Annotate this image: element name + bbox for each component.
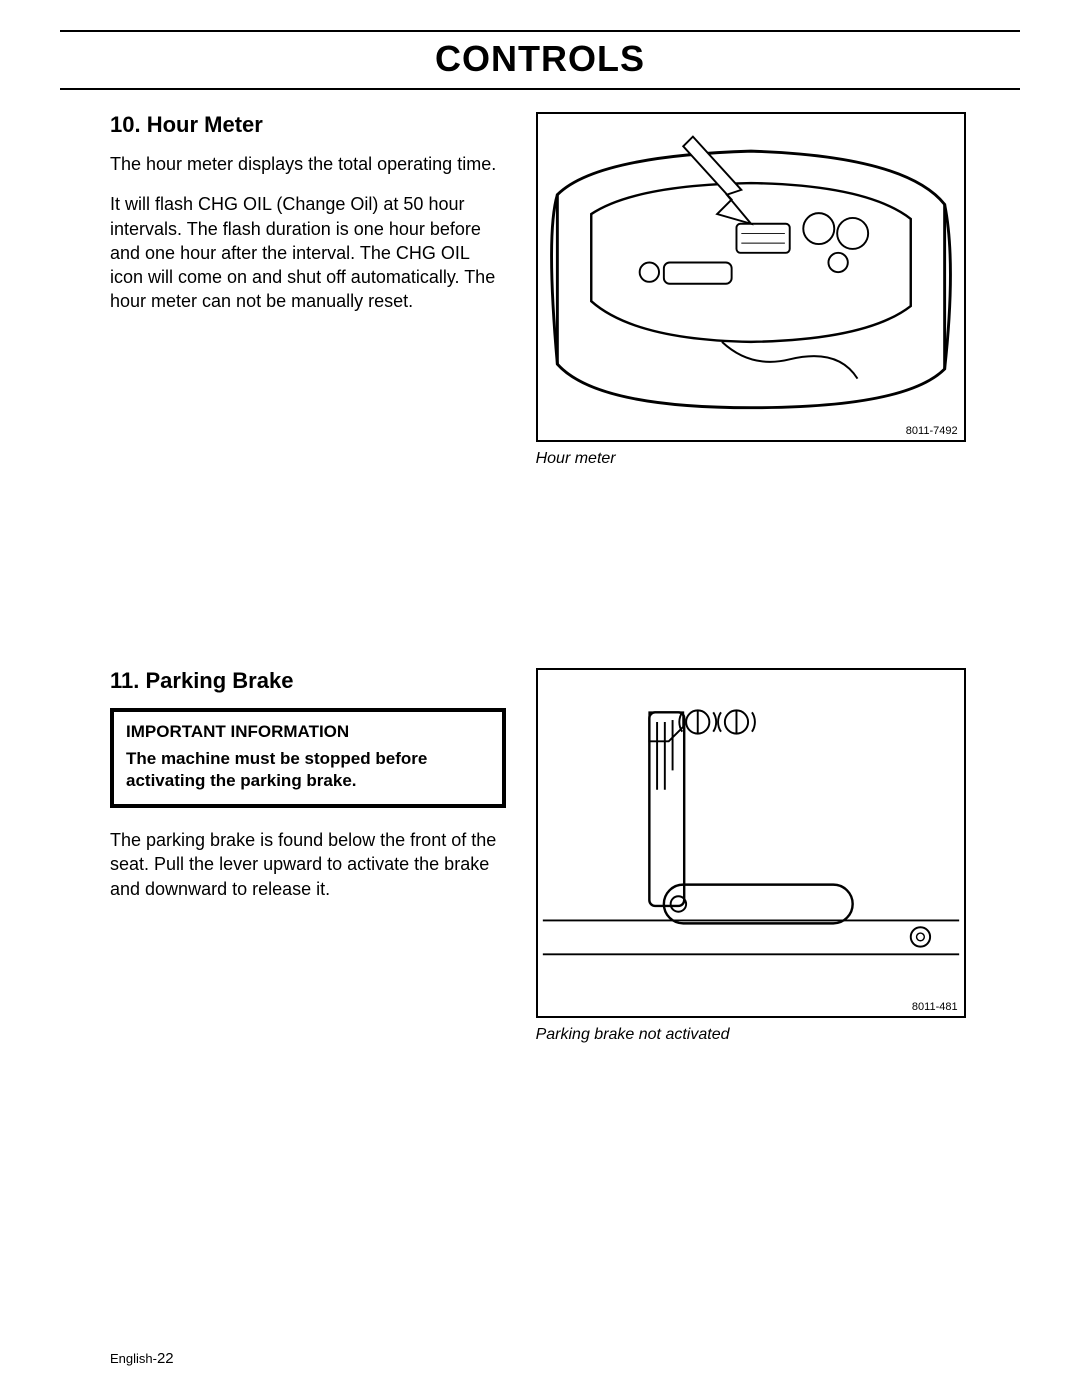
info-box-title: IMPORTANT INFORMATION [126, 722, 490, 742]
info-box-body: The machine must be stopped before activ… [126, 748, 490, 792]
figure-caption: Hour meter [536, 450, 966, 468]
page-title: CONTROLS [60, 38, 1020, 80]
figure-parking-brake: 8011-481 [536, 668, 966, 1018]
page-header: CONTROLS [60, 30, 1020, 90]
figure-ref: 8011-7492 [906, 425, 958, 437]
footer-page-number: 22 [157, 1350, 174, 1367]
body-paragraph: The parking brake is found below the fro… [110, 828, 506, 901]
content-area: 10. Hour Meter The hour meter displays t… [60, 112, 1020, 1044]
section-heading: 11. Parking Brake [110, 668, 506, 694]
important-info-box: IMPORTANT INFORMATION The machine must b… [110, 708, 506, 808]
section-hour-meter: 10. Hour Meter The hour meter displays t… [110, 112, 970, 468]
figure-column: 8011-481 Parking brake not activated [536, 668, 966, 1044]
figure-hour-meter: 8011-7492 [536, 112, 966, 442]
footer-language: English- [110, 1351, 157, 1366]
body-paragraph: The hour meter displays the total operat… [110, 152, 506, 176]
figure-caption: Parking brake not activated [536, 1026, 966, 1044]
text-column: 10. Hour Meter The hour meter displays t… [110, 112, 506, 468]
figure-column: 8011-7492 Hour meter [536, 112, 966, 468]
body-paragraph: It will flash CHG OIL (Change Oil) at 50… [110, 192, 506, 313]
page-footer: English-22 [110, 1350, 174, 1367]
figure-ref: 8011-481 [912, 1001, 958, 1013]
text-column: 11. Parking Brake IMPORTANT INFORMATION … [110, 668, 506, 1044]
parking-brake-illustration [538, 670, 964, 1016]
section-heading: 10. Hour Meter [110, 112, 506, 138]
hour-meter-illustration [538, 114, 964, 440]
section-parking-brake: 11. Parking Brake IMPORTANT INFORMATION … [110, 668, 970, 1044]
page: CONTROLS 10. Hour Meter The hour meter d… [0, 0, 1080, 1397]
